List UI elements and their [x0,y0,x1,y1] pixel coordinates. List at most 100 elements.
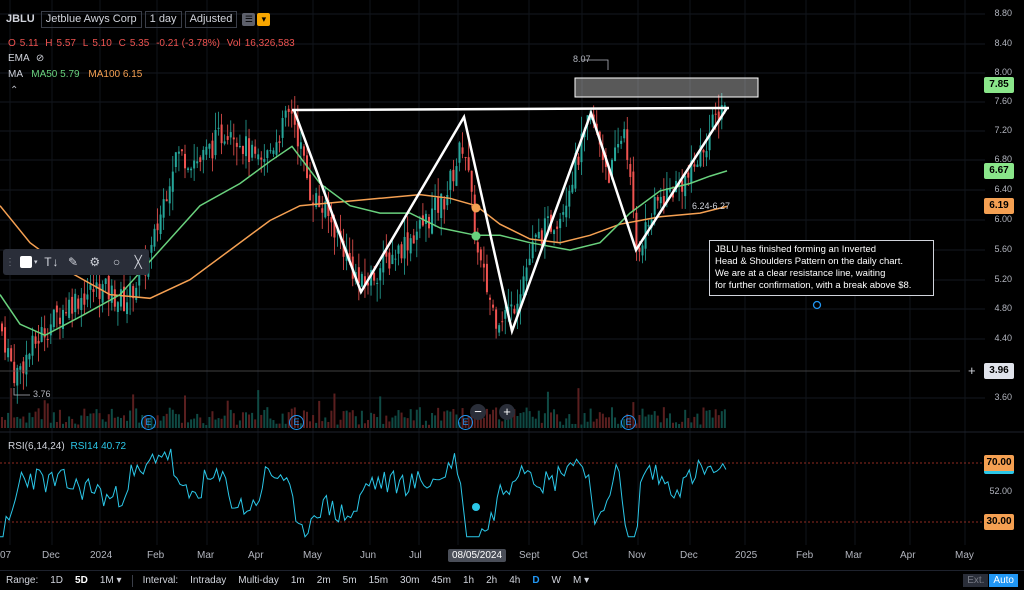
interval-4h[interactable]: 4h [509,575,521,586]
ema-indicator[interactable]: EMA ⊘ [8,53,45,64]
menu-icon[interactable]: ☰ [242,12,256,26]
volume-bar [577,388,580,428]
volume-bar [379,396,382,428]
interval-monthly[interactable]: M ▾ [573,575,590,586]
volume-bar [510,416,513,428]
volume-bar [40,419,43,428]
interval-1m[interactable]: 1m [290,575,305,586]
candle-body [104,278,107,284]
volume-bar [211,411,214,428]
interval-select[interactable]: 1 day [144,10,182,28]
interval-2h[interactable]: 2h [486,575,498,586]
extended-hours-toggle[interactable]: Ext. [963,574,989,587]
interval-daily[interactable]: D [532,575,540,586]
edit-icon[interactable]: ✎ [68,255,79,269]
candle-body [607,167,610,183]
time-tick-label: 2025 [735,550,758,561]
drag-handle-icon[interactable]: ⋮ [5,256,15,268]
interval-multiday[interactable]: Multi-day [238,575,279,586]
volume-bar [403,417,406,428]
volume-bar [568,414,571,428]
analysis-note[interactable]: JBLU has finished forming an Inverted He… [709,240,934,296]
resistance-box [574,77,759,98]
add-plus-icon[interactable]: + [968,363,976,378]
interval-30m[interactable]: 30m [400,575,420,586]
candle-body [269,150,272,152]
candle-body [321,208,324,213]
candle-body [193,160,196,169]
ma100-line [0,193,728,300]
volume-bar [104,421,107,428]
eye-hidden-icon[interactable]: ⊘ [35,53,45,64]
interval-45m[interactable]: 45m [431,575,451,586]
settings-icon[interactable]: ⚙ [89,255,101,269]
volume-bar [302,410,305,428]
interval-15m[interactable]: 15m [368,575,389,586]
interval-5m[interactable]: 5m [342,575,357,586]
volume-bar [187,422,190,428]
alert-bell-icon[interactable]: ▾ [257,12,271,26]
candle-body [693,164,696,167]
candle-body [659,196,662,204]
candle-body [162,199,165,218]
range-5d[interactable]: 5D [75,575,88,586]
interval-1h[interactable]: 1h [462,575,475,586]
volume-bar [275,423,278,428]
symbol-ticker[interactable]: JBLU [6,13,35,25]
drawing-toolbar: ⋮ ▾ T ↓ ✎ ⚙ ○ ╳ [3,249,149,275]
ohlc-readout: O 5.11 H 5.57 L 5.10 C 5.35 -0.21 (-3.78%) V… [8,38,295,49]
lock-icon[interactable]: ○ [112,255,121,269]
price-tick-label: 3.60 [994,392,1012,402]
zoom-out-button[interactable]: − [470,404,486,420]
candle-body [641,245,644,256]
trash-icon[interactable]: ╳ [134,255,142,269]
volume-bar [543,413,546,428]
candle-body [229,132,232,138]
adjustment-select[interactable]: Adjusted [184,10,238,28]
volume-bar [229,409,232,428]
auto-scale-toggle[interactable]: Auto [989,574,1018,587]
text-icon[interactable]: T ↓ [44,255,59,269]
candle-body [129,282,132,298]
candle-body [467,157,470,171]
range-1d[interactable]: 1D [50,575,64,586]
volume-bar [528,411,531,428]
volume-bar [489,414,491,428]
earnings-marker[interactable]: E [289,415,304,430]
interval-weekly[interactable]: W [551,575,561,586]
candle-body [495,309,498,329]
range-1m[interactable]: 1M ▾ [99,575,122,586]
volume-bar [668,413,671,428]
bottom-toolbar: Range: 1D 5D 1M ▾ Interval: Intraday Mul… [0,570,1024,590]
volume-bar [434,415,437,428]
color-picker-button[interactable]: ▾ [20,252,38,272]
time-tick-label: 07 [0,550,12,561]
close-value: 5.35 [129,38,150,49]
ma-indicator[interactable]: MA MA50 5.79 MA100 6.15 [8,69,143,80]
candle-body [559,218,562,229]
candle-body [379,268,382,281]
volume-bar [107,414,110,428]
interval-2m[interactable]: 2m [316,575,331,586]
interval-intraday[interactable]: Intraday [190,575,227,586]
earnings-marker[interactable]: E [458,415,473,430]
earnings-marker[interactable]: E [621,415,636,430]
candle-body [116,302,119,312]
rsi-header[interactable]: RSI(6,14,24) RSI14 40.72 [8,441,127,452]
price-tick-label: 7.20 [994,125,1012,135]
candle-body [519,294,522,308]
collapse-chevron-icon[interactable]: ⌃ [10,85,19,96]
candle-body [4,327,7,353]
candle-body [498,325,501,333]
volume-bar [13,417,16,428]
candle-body [281,117,284,138]
volume-bar [177,414,180,428]
candle-body [235,142,238,147]
earnings-marker[interactable]: E [141,415,156,430]
candle-body [220,124,223,144]
zoom-in-button[interactable]: + [499,404,515,420]
time-tick-label: May [303,550,322,561]
volume-bar [266,407,269,428]
volume-bar [388,421,391,428]
